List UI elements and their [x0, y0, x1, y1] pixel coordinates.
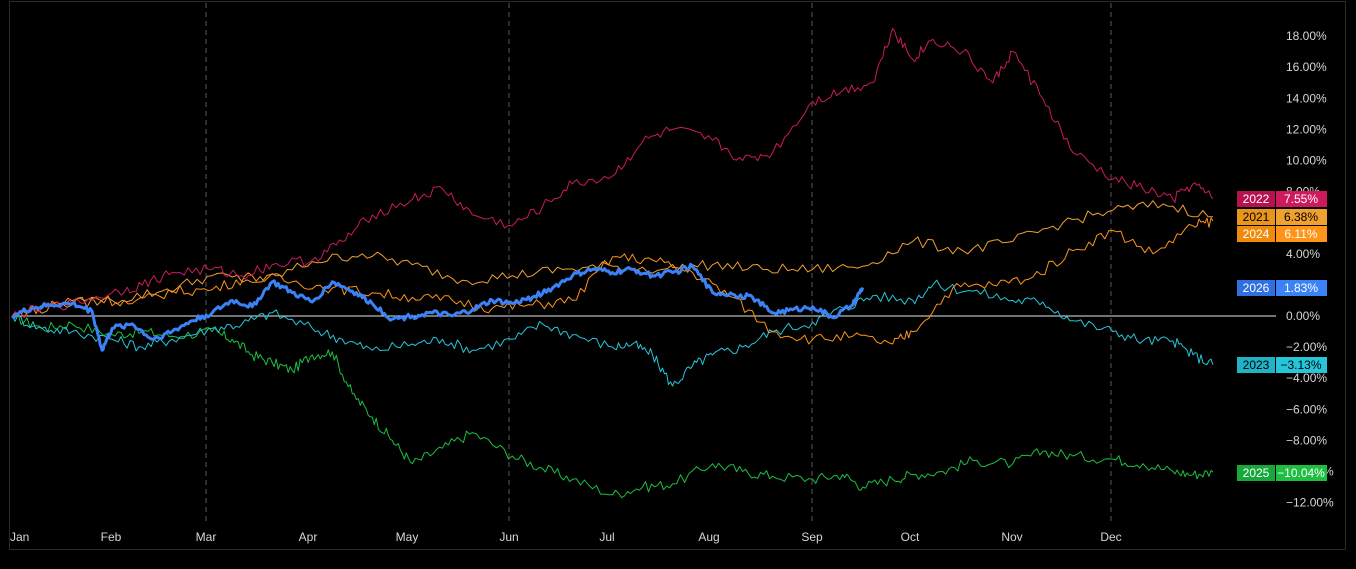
badge-2023: 2023 −3.13% — [1237, 357, 1327, 373]
y-tick-label: −2.00% — [1286, 340, 1327, 354]
badge-value-label: 1.83% — [1284, 281, 1318, 295]
y-tick-label: −4.00% — [1286, 371, 1327, 385]
badge-value-label: 6.11% — [1284, 227, 1317, 241]
badge-value-box — [1276, 191, 1327, 207]
x-tick-label: Aug — [698, 530, 719, 544]
badge-2022: 2022 7.55% — [1237, 191, 1327, 207]
badge-value-box — [1276, 209, 1327, 225]
y-axis: 18.00%16.00%14.00%12.00%10.00%8.00%4.00%… — [1286, 29, 1334, 510]
x-tick-label: Sep — [801, 530, 823, 544]
x-tick-label: May — [396, 530, 419, 544]
series-line-2024 — [11, 217, 1214, 345]
badge-value-box — [1276, 226, 1327, 242]
x-tick-label: Oct — [901, 530, 920, 544]
y-tick-label: 14.00% — [1286, 91, 1327, 105]
badge-value-box — [1276, 465, 1327, 481]
badge-value-label: −3.13% — [1280, 358, 1321, 372]
series-line-2025 — [11, 312, 1214, 499]
series-line-2026 — [11, 262, 865, 352]
y-tick-label: −6.00% — [1286, 402, 1327, 416]
badge-year-label: 2026 — [1243, 281, 1270, 295]
x-tick-label: Jan — [10, 530, 29, 544]
badge-2021: 2021 6.38% — [1237, 209, 1327, 225]
series-line-2022 — [11, 27, 1214, 319]
x-tick-label: Mar — [196, 530, 217, 544]
badge-year-label: 2024 — [1243, 227, 1270, 241]
badge-2025: 2025 −10.04% — [1237, 465, 1327, 481]
badge-year-box — [1237, 191, 1275, 207]
y-tick-label: 4.00% — [1286, 247, 1320, 261]
badge-year-label: 2023 — [1243, 358, 1270, 372]
badge-year-box — [1237, 280, 1275, 296]
series-badges: 2022 7.55% 2021 6.38% 2024 6.11% 2026 1.83% 2023… — [1237, 191, 1327, 481]
series-line-2023 — [11, 279, 1214, 387]
badge-value-label: −10.04% — [1277, 466, 1325, 480]
y-tick-label: 12.00% — [1286, 122, 1327, 136]
x-axis: Jan Feb Mar Apr May Jun Jul Aug Sep Oct Nov Dec — [10, 530, 1122, 544]
y-tick-label: 16.00% — [1286, 60, 1327, 74]
series-line-2021 — [11, 200, 1214, 317]
badge-year-box — [1237, 465, 1275, 481]
x-tick-label: Nov — [1001, 530, 1022, 544]
x-tick-label: Apr — [299, 530, 318, 544]
badge-value-box — [1276, 280, 1327, 296]
y-tick-label: 0.00% — [1286, 309, 1320, 323]
badge-year-label: 2022 — [1243, 192, 1270, 206]
badge-year-label: 2025 — [1243, 466, 1270, 480]
badge-2026: 2026 1.83% — [1237, 280, 1327, 296]
y-tick-label: 10.00% — [1286, 154, 1327, 168]
chart-frame — [9, 1, 1346, 550]
grid-layer — [12, 3, 1276, 524]
x-tick-label: Jun — [499, 530, 518, 544]
x-tick-label: Feb — [101, 530, 122, 544]
x-tick-label: Jul — [599, 530, 614, 544]
x-tick-label: Dec — [1100, 530, 1121, 544]
badge-value-label: 6.38% — [1284, 210, 1318, 224]
badge-value-box — [1276, 357, 1327, 373]
badge-year-box — [1237, 209, 1275, 225]
badge-year-box — [1237, 357, 1275, 373]
badge-2024: 2024 6.11% — [1237, 226, 1327, 242]
y-tick-label: −12.00% — [1286, 496, 1334, 510]
y-tick-label: −8.00% — [1286, 433, 1327, 447]
badge-value-label: 7.55% — [1284, 192, 1318, 206]
y-tick-label: 18.00% — [1286, 29, 1327, 43]
badge-year-label: 2021 — [1243, 210, 1270, 224]
badge-year-box — [1237, 226, 1275, 242]
series-layer — [11, 27, 1214, 499]
